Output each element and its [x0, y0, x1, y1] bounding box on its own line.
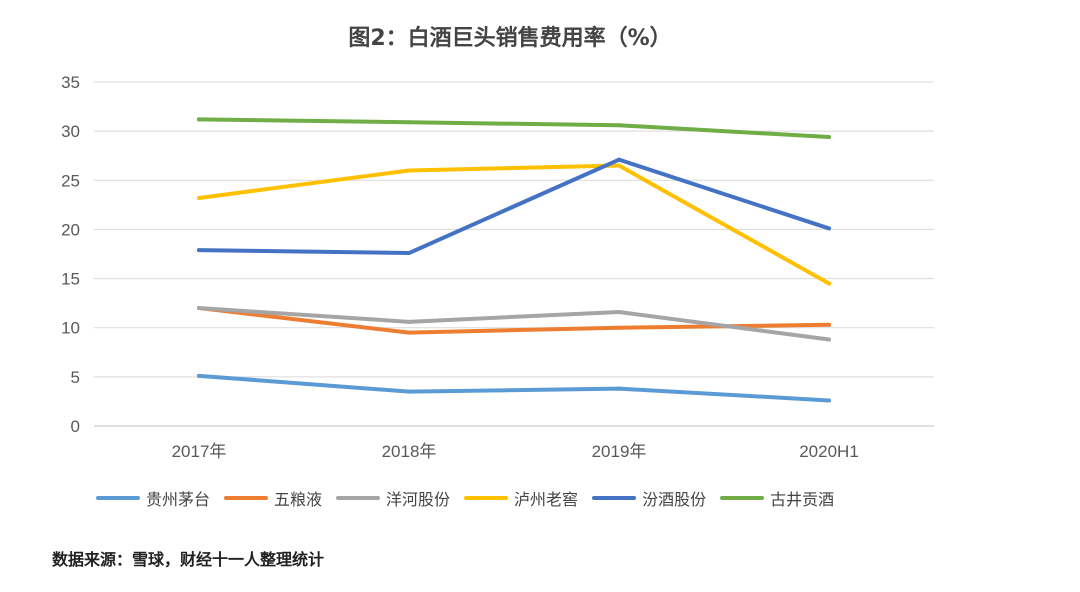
data-point — [617, 386, 621, 391]
data-point — [197, 117, 201, 122]
source-note: 数据来源：雪球，财经十一人整理统计 — [52, 550, 325, 569]
data-point — [197, 195, 201, 200]
series-line-2 — [197, 306, 831, 342]
series-line-3 — [197, 163, 831, 286]
data-point — [617, 325, 621, 330]
x-tick-label: 2020H1 — [799, 442, 859, 461]
legend-swatch — [720, 496, 765, 500]
chart-title: 图2：白酒巨头销售费用率（%） — [348, 26, 672, 51]
legend-swatch — [464, 496, 509, 500]
data-point — [197, 373, 201, 378]
data-point — [827, 322, 831, 327]
data-point — [407, 120, 411, 125]
data-point — [617, 163, 621, 168]
series-lines — [197, 117, 831, 403]
x-tick-label: 2019年 — [592, 442, 647, 461]
legend-label: 五粮液 — [274, 490, 323, 509]
legend-label: 洋河股份 — [386, 490, 451, 509]
y-tick-label: 35 — [61, 73, 80, 92]
legend-label: 古井贡酒 — [770, 490, 835, 509]
legend-label: 泸州老窖 — [514, 490, 579, 509]
data-point — [617, 157, 621, 162]
series-line-0 — [197, 373, 831, 403]
legend-swatch — [224, 496, 269, 500]
gridlines — [94, 81, 934, 427]
data-point — [407, 389, 411, 394]
legend-item: 洋河股份 — [336, 486, 450, 510]
data-point — [197, 248, 201, 253]
data-point — [197, 306, 201, 311]
data-point — [827, 226, 831, 231]
axis-labels: 0 5 10 15 20 25 30 35 2017年 2018年 2019年 2020H1 — [61, 73, 859, 461]
data-point — [827, 281, 831, 286]
data-point — [407, 319, 411, 324]
x-tick-label: 2017年 — [172, 442, 227, 461]
data-point — [617, 309, 621, 314]
y-tick-label: 15 — [61, 270, 80, 289]
y-tick-label: 20 — [61, 220, 80, 239]
data-point — [827, 337, 831, 342]
data-point — [407, 330, 411, 335]
data-point — [827, 135, 831, 140]
y-tick-label: 25 — [61, 171, 80, 190]
legend-swatch — [96, 496, 140, 500]
data-point — [407, 168, 411, 173]
legend-item: 五粮液 — [224, 486, 322, 510]
legend: 贵州茅台 五粮液 洋河股份 泸州老窖 汾酒股份 古井贡酒 — [96, 486, 956, 510]
legend-item: 贵州茅台 — [96, 486, 210, 510]
legend-item: 泸州老窖 — [464, 486, 578, 510]
legend-label: 贵州茅台 — [146, 490, 211, 509]
legend-label: 汾酒股份 — [642, 490, 707, 509]
y-tick-label: 30 — [61, 122, 80, 141]
legend-item: 古井贡酒 — [720, 486, 834, 510]
data-point — [827, 398, 831, 403]
data-point — [617, 123, 621, 128]
legend-item: 汾酒股份 — [592, 486, 706, 510]
series-line-5 — [197, 117, 831, 140]
y-tick-label: 5 — [71, 368, 80, 387]
series-line-4 — [197, 157, 831, 256]
legend-swatch — [592, 496, 637, 500]
y-tick-label: 0 — [71, 417, 80, 436]
y-tick-label: 10 — [61, 319, 80, 338]
x-tick-label: 2018年 — [382, 442, 437, 461]
data-point — [407, 251, 411, 256]
legend-swatch — [336, 496, 381, 500]
